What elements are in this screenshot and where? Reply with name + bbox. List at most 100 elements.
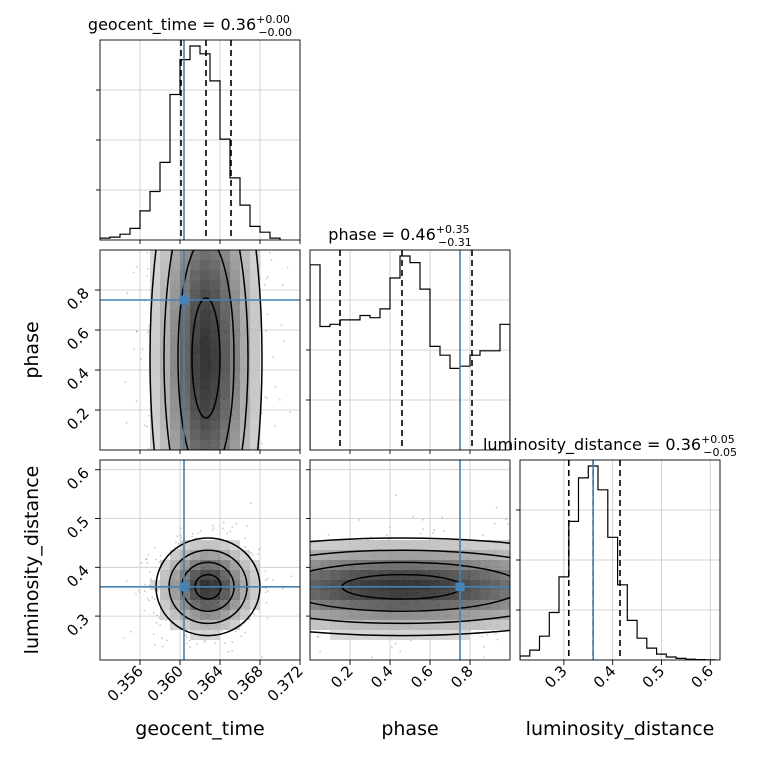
density-cell (170, 250, 180, 260)
density-cell (240, 320, 250, 330)
density-cell (360, 570, 370, 580)
density-cell (250, 260, 260, 270)
density-cell (170, 400, 180, 410)
density-cell (390, 620, 400, 630)
density-cell (190, 360, 200, 370)
sample-point (231, 526, 234, 528)
density-cell (370, 590, 380, 600)
density-cell (470, 560, 480, 570)
density-cell (200, 380, 210, 390)
sample-point (135, 400, 138, 403)
density-cell (400, 550, 410, 560)
x-tick-label-luminosity_distance: 0.4 (590, 662, 620, 692)
density-cell (190, 410, 200, 420)
density-cell (350, 540, 360, 550)
density-cell (210, 590, 220, 600)
x-tick-label-geocent_time: 0.364 (184, 662, 227, 705)
density-cell (410, 580, 420, 590)
sample-point (148, 324, 151, 327)
density-cell (390, 610, 400, 620)
x-tick-label-geocent_time: 0.356 (104, 662, 147, 705)
density-cell (330, 580, 340, 590)
title-phase: phase = 0.46+0.35 −0.31 (328, 223, 471, 249)
sample-point (213, 527, 215, 530)
density-cell (170, 580, 180, 590)
density-cell (190, 290, 200, 300)
density-cell (190, 540, 200, 550)
density-cell (240, 600, 250, 610)
density-cell (230, 280, 240, 290)
sample-point (186, 636, 188, 638)
density-cell (480, 550, 490, 560)
density-cell (220, 610, 230, 620)
density-cell (230, 570, 240, 580)
density-cell (310, 580, 320, 590)
density-cell (380, 600, 390, 610)
density-cell (330, 600, 340, 610)
density-cell (230, 560, 240, 570)
density-cell (440, 540, 450, 550)
sample-point (156, 590, 159, 592)
density-cell (470, 570, 480, 580)
density-cell (430, 560, 440, 570)
density-cell (210, 380, 220, 390)
density-cell (190, 330, 200, 340)
density-cell (470, 550, 480, 560)
density-cell (180, 380, 190, 390)
density-cell (160, 600, 170, 610)
density-cell (230, 260, 240, 270)
sample-point (166, 639, 168, 642)
density-cell (180, 320, 190, 330)
density-cell (360, 600, 370, 610)
sample-point (146, 274, 149, 277)
density-cell (210, 280, 220, 290)
density-cell (160, 440, 170, 450)
density-cell (200, 420, 210, 430)
sample-point (132, 271, 135, 274)
x-tick-label-geocent_time: 0.368 (224, 662, 267, 705)
density-cell (470, 600, 480, 610)
y-tick-label-phase: 0.6 (63, 324, 93, 354)
sample-point (266, 617, 269, 619)
density-cell (240, 550, 250, 560)
sample-point (246, 525, 249, 527)
sample-point (159, 624, 162, 626)
density-cell (200, 410, 210, 420)
sample-point (167, 558, 169, 561)
density-cell (350, 600, 360, 610)
density-cell (500, 550, 510, 560)
density-cell (210, 440, 220, 450)
sample-point (212, 524, 214, 527)
density-cell (330, 550, 340, 560)
density-cell (430, 590, 440, 600)
sample-point (358, 519, 361, 521)
density-cell (240, 430, 250, 440)
density-cell (190, 600, 200, 610)
sample-point (146, 251, 149, 254)
sample-point (264, 396, 267, 398)
density-cell (160, 340, 170, 350)
density-cell (460, 610, 470, 620)
sample-point (441, 516, 444, 519)
density-cell (420, 590, 430, 600)
histogram-luminosity_distance (520, 465, 716, 660)
density-cell (150, 400, 160, 410)
density-cell (190, 300, 200, 310)
x-axis-label-luminosity_distance: luminosity_distance (526, 718, 715, 740)
density-cell (190, 340, 200, 350)
density-cell (170, 430, 180, 440)
sample-point (419, 532, 422, 535)
density-cell (210, 330, 220, 340)
density-cell (350, 550, 360, 560)
density-cell (240, 330, 250, 340)
density-cell (230, 400, 240, 410)
density-cell (160, 350, 170, 360)
density-cell (420, 540, 430, 550)
density-cell (440, 610, 450, 620)
sample-point (234, 630, 237, 633)
density-cell (200, 590, 210, 600)
density-cell (310, 590, 320, 600)
density-cell (240, 440, 250, 450)
contour-level-2 (163, 250, 249, 450)
density-cell (220, 420, 230, 430)
